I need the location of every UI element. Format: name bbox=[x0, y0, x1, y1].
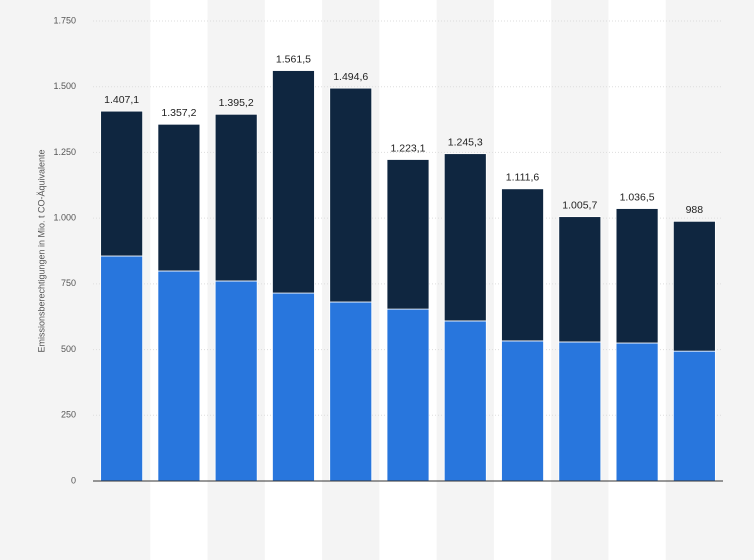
total-label: 1.357,2 bbox=[161, 107, 196, 119]
y-tick-label: 1.250 bbox=[53, 147, 76, 157]
total-label: 1.494,6 bbox=[333, 71, 368, 83]
total-label: 1.223,1 bbox=[390, 142, 425, 154]
bar-segment bbox=[329, 301, 373, 482]
bar-segment bbox=[214, 113, 258, 282]
bar-segment bbox=[615, 208, 659, 344]
total-label: 1.036,5 bbox=[620, 191, 655, 203]
bar-segment bbox=[672, 350, 716, 482]
y-tick-label: 0 bbox=[71, 475, 76, 485]
bar-segment bbox=[615, 342, 659, 482]
y-tick-label: 1.500 bbox=[53, 81, 76, 91]
total-label: 1.245,3 bbox=[448, 136, 483, 148]
bar-segment bbox=[272, 70, 315, 294]
bar-segment bbox=[100, 110, 144, 257]
bar-segment bbox=[100, 255, 144, 482]
bar-segment bbox=[386, 308, 430, 482]
total-label: 1.561,5 bbox=[276, 53, 311, 65]
total-label: 1.111,6 bbox=[506, 172, 540, 184]
total-label: 1.395,2 bbox=[219, 97, 254, 109]
bar-segment bbox=[329, 87, 373, 303]
y-tick-label: 1.000 bbox=[53, 213, 76, 223]
bar-segment bbox=[443, 320, 487, 482]
bar-segment bbox=[386, 159, 430, 310]
y-tick-label: 1.750 bbox=[53, 15, 76, 25]
y-axis-label: Emissionsberechtigungen in Mio. t CO-Äqu… bbox=[36, 149, 46, 352]
bar-segment bbox=[558, 341, 602, 482]
total-label: 1.407,1 bbox=[104, 94, 139, 106]
bar-segment bbox=[672, 220, 716, 352]
total-label: 988 bbox=[686, 204, 704, 216]
y-tick-label: 750 bbox=[61, 278, 76, 288]
bar-segment bbox=[157, 123, 201, 272]
bar-segment bbox=[157, 270, 201, 482]
bar-segment bbox=[501, 188, 544, 342]
y-tick-label: 500 bbox=[61, 344, 76, 354]
bar-segment bbox=[214, 280, 258, 482]
y-tick-label: 250 bbox=[61, 410, 76, 420]
bar-segment bbox=[558, 216, 602, 343]
bar-segment bbox=[272, 292, 315, 482]
bar-segment bbox=[501, 340, 544, 482]
bar-segment bbox=[443, 153, 487, 322]
total-label: 1.005,7 bbox=[562, 199, 597, 211]
